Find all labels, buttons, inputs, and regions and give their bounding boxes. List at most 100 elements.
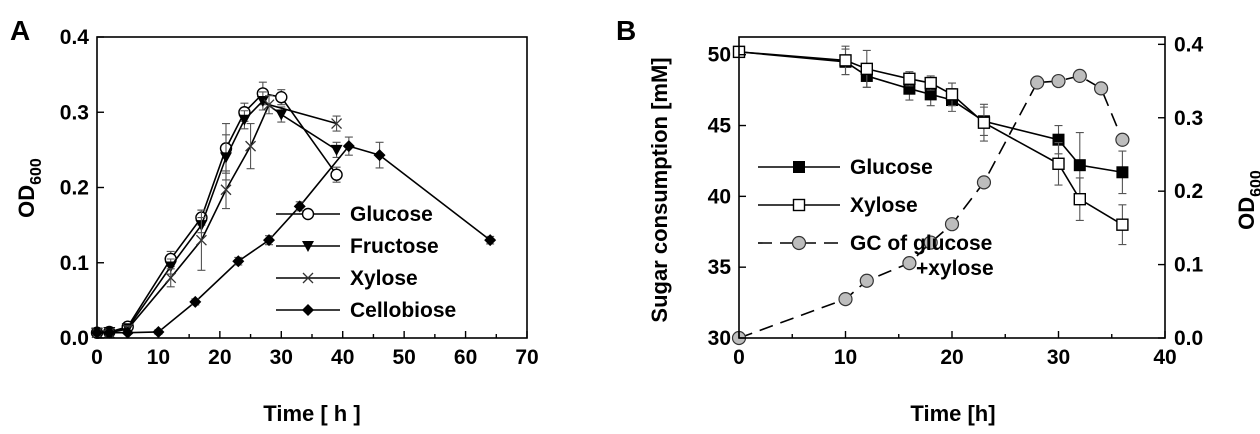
data-point-a-fructose-5-shape <box>220 152 232 164</box>
data-point-a-xylose-5 <box>220 184 232 196</box>
series-a-xylose <box>91 95 343 339</box>
x-tick-label-a-40: 40 <box>331 346 354 369</box>
y2-tick-label-b-4: 0.4 <box>1174 33 1204 56</box>
data-point-b-xylose-1 <box>839 54 852 67</box>
data-point-a-cellobiose-2-shape <box>121 326 134 339</box>
data-point-b-gc-of-glucose-1 <box>838 291 853 307</box>
data-point-a-fructose-6 <box>238 114 251 126</box>
data-point-a-cellobiose-5 <box>232 255 245 268</box>
data-point-a-fructose-9-shape <box>330 144 343 156</box>
data-point-b-gc-of-glucose-6 <box>976 175 992 190</box>
data-point-a-fructose-3 <box>164 261 177 273</box>
data-point-b-xylose-2 <box>860 62 873 76</box>
data-point-b-xylose-4-shape <box>924 76 937 90</box>
legend-label-a-xylose: Xylose <box>350 267 418 290</box>
data-point-b-xylose-8 <box>1073 192 1087 206</box>
series-b-xylose <box>732 45 1129 246</box>
y-axis-title-b: Sugar consumption [mM] <box>647 57 672 322</box>
legend-marker-a-xylose <box>302 272 314 284</box>
legend-marker-b-gc-of-glucose-shape <box>791 235 807 251</box>
y-tick-label-b-0: 30 <box>708 327 731 350</box>
legend-marker-a-glucose-shape <box>301 207 315 221</box>
series-line-a-fructose <box>96 99 338 334</box>
data-point-b-gc-of-glucose-3-shape <box>902 256 917 271</box>
x-tick-label-a-30: 30 <box>270 346 293 369</box>
data-point-a-cellobiose-4 <box>189 295 202 308</box>
data-point-b-xylose-3 <box>903 72 916 85</box>
y-tick-label-b-2: 40 <box>708 185 731 208</box>
data-point-b-gc-of-glucose-2 <box>859 273 874 288</box>
data-point-b-xylose-6-shape <box>977 116 991 129</box>
x-tick-label-a-0: 0 <box>91 346 103 369</box>
legend-marker-a-cellobiose <box>302 304 314 316</box>
x-tick-label-a-60: 60 <box>454 346 477 369</box>
panel-label-b: B <box>616 15 636 46</box>
x-tick-label-b-10: 10 <box>834 346 857 369</box>
legend-marker-b-glucose <box>793 161 805 173</box>
data-point-b-gc-of-glucose-10-shape <box>1093 81 1109 96</box>
data-point-a-cellobiose-7-shape <box>293 200 306 213</box>
data-point-b-glucose-9-shape <box>1116 166 1129 179</box>
x-tick-label-a-50: 50 <box>392 346 415 369</box>
data-point-a-fructose-7 <box>256 95 269 107</box>
plot-frame-a <box>96 36 528 339</box>
data-point-b-glucose-9 <box>1116 166 1129 179</box>
data-point-a-glucose-8 <box>275 90 288 104</box>
data-point-a-xylose-3-shape <box>165 272 177 284</box>
data-point-b-gc-of-glucose-3 <box>902 256 917 271</box>
data-point-a-cellobiose-1 <box>103 326 116 339</box>
data-point-b-xylose-4 <box>924 76 937 90</box>
data-point-b-xylose-3-shape <box>903 72 916 85</box>
data-point-b-gc-of-glucose-2-shape <box>859 273 874 288</box>
data-point-b-xylose-5 <box>945 88 959 101</box>
data-point-a-fructose-8 <box>275 109 288 121</box>
legend-marker-a-cellobiose-shape <box>302 304 314 316</box>
chart-panel-b: B 0 10 20 30 40 30 35 40 45 50 0.0 0.1 0.2 0.3 0.4 Glu… <box>616 15 1260 426</box>
y2-tick-label-b-2: 0.2 <box>1174 180 1203 203</box>
legend-marker-b-gc-of-glucose <box>791 235 807 251</box>
data-point-a-cellobiose-9 <box>373 149 386 162</box>
data-point-b-glucose-8 <box>1073 159 1086 172</box>
data-point-a-cellobiose-8 <box>342 140 355 153</box>
data-point-b-xylose-7-shape <box>1052 157 1065 170</box>
data-point-b-gc-of-glucose-9 <box>1072 68 1087 84</box>
y-tick-label-b-3: 45 <box>708 115 732 138</box>
y-axis-title-a-main: OD <box>14 185 39 218</box>
data-point-a-cellobiose-1-shape <box>103 326 116 339</box>
data-point-a-xylose-7 <box>263 99 275 111</box>
data-point-a-glucose-9 <box>330 168 343 181</box>
data-point-a-xylose-6 <box>245 140 257 152</box>
data-point-a-cellobiose-6 <box>263 234 275 247</box>
data-point-b-xylose-8-shape <box>1073 192 1087 206</box>
chart-panel-a: A 0 10 20 30 40 50 60 70 0.0 0.1 0.2 0.3 0.4 Glucose… <box>10 15 539 426</box>
x-tick-label-a-20: 20 <box>208 346 231 369</box>
y2-axis-title-b: OD600 <box>1234 170 1260 230</box>
series-line-b-glucose <box>738 51 1123 174</box>
data-point-b-gc-of-glucose-9-shape <box>1072 68 1087 84</box>
data-point-a-xylose-7-shape <box>263 99 275 111</box>
data-point-b-glucose-4 <box>924 88 937 101</box>
legend-marker-a-fructose-shape <box>302 241 314 252</box>
data-point-b-glucose-4-shape <box>924 88 937 101</box>
data-point-a-xylose-8 <box>331 118 343 129</box>
data-point-a-xylose-5-shape <box>220 184 232 196</box>
y-axis-title-a-sub: 600 <box>28 158 45 185</box>
x-tick-label-b-30: 30 <box>1047 346 1070 369</box>
legend-marker-a-xylose-shape <box>302 272 314 284</box>
data-point-a-cellobiose-8-shape <box>342 140 355 153</box>
data-point-a-xylose-8-shape <box>331 118 343 129</box>
legend-marker-b-xylose-shape <box>792 198 806 212</box>
data-point-a-xylose-4 <box>195 234 207 246</box>
x-tick-label-b-40: 40 <box>1153 346 1176 369</box>
y-tick-label-a-1: 0.1 <box>60 252 90 275</box>
data-point-b-xylose-2-shape <box>860 62 873 76</box>
data-point-b-xylose-6 <box>977 116 991 129</box>
data-point-b-gc-of-glucose-1-shape <box>838 291 853 307</box>
legend-label-b-glucose: Glucose <box>850 156 933 179</box>
y2-tick-label-b-0: 0.0 <box>1174 327 1203 350</box>
series-line-a-glucose <box>96 92 338 334</box>
data-point-b-glucose-8-shape <box>1073 159 1086 172</box>
data-point-b-xylose-9 <box>1116 218 1129 231</box>
data-point-a-cellobiose-4-shape <box>189 295 202 308</box>
